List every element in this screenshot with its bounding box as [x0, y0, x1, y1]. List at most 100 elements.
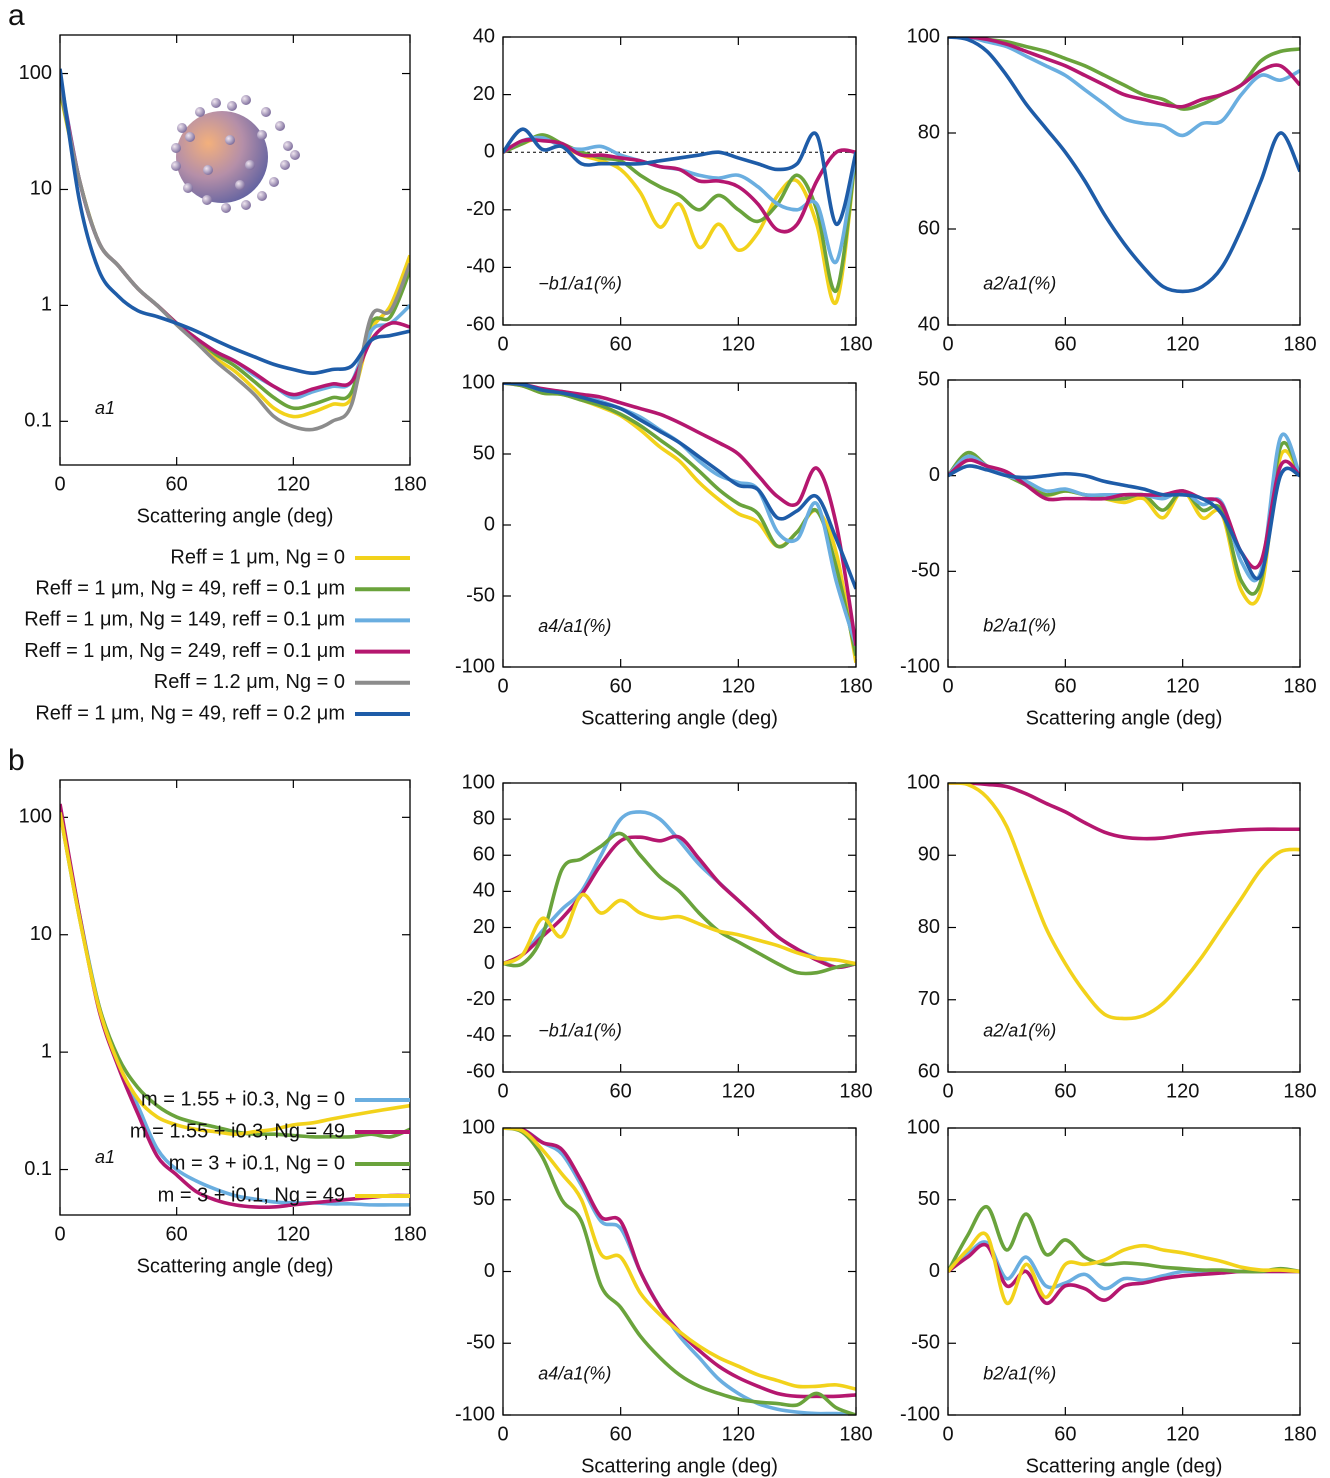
x-axis-label: Scattering angle (deg) [1026, 1455, 1223, 1477]
panel-annotation: b2/a1(%) [983, 616, 1056, 636]
series-line [948, 37, 1300, 138]
panel-letter: a [8, 0, 25, 32]
x-tick-label: 60 [610, 1423, 632, 1445]
x-tick-label: 180 [839, 1423, 872, 1445]
sphere-inset [171, 95, 300, 213]
y-tick-label: 50 [473, 442, 495, 464]
y-tick-label: 40 [473, 880, 495, 902]
y-tick-label: 0.1 [24, 410, 52, 432]
x-tick-label: 60 [1054, 1080, 1076, 1102]
x-tick-label: 60 [1054, 333, 1076, 355]
plot-frame [502, 36, 857, 326]
y-tick-label: 80 [918, 121, 940, 143]
x-tick-label: 120 [722, 1423, 755, 1445]
x-axis-label: Scattering angle (deg) [1026, 707, 1223, 729]
y-tick-label: 100 [462, 1116, 495, 1138]
series-line [948, 37, 1300, 109]
plot-frame [502, 1127, 857, 1416]
legend-label: m = 3 + i0.1, Ng = 49 [158, 1184, 345, 1206]
y-tick-label: 0 [484, 952, 495, 974]
y-tick-label: -60 [466, 313, 495, 335]
y-tick-label: 40 [473, 25, 495, 47]
plot-frame [947, 36, 1301, 326]
y-tick-label: 90 [918, 844, 940, 866]
x-tick-label: 60 [1054, 675, 1076, 697]
y-tick-label: 100 [19, 806, 52, 828]
x-tick-label: 120 [1166, 1423, 1199, 1445]
x-tick-label: 180 [393, 473, 426, 495]
y-tick-label: 20 [473, 916, 495, 938]
y-tick-label: -50 [911, 1332, 940, 1354]
y-tick-label: 60 [918, 1060, 940, 1082]
legend-label: Reff = 1 μm, Ng = 49, reff = 0.2 μm [35, 702, 345, 724]
y-tick-label: 50 [473, 1188, 495, 1210]
series-line [503, 1128, 856, 1415]
y-tick-label: 50 [918, 368, 940, 390]
series-line [503, 1128, 856, 1415]
plot-frame [59, 779, 411, 1216]
y-tick-label: -40 [466, 256, 495, 278]
x-tick-label: 60 [610, 1080, 632, 1102]
plot-frame [502, 382, 857, 668]
y-tick-label: 100 [907, 771, 940, 793]
x-tick-label: 120 [277, 1223, 310, 1245]
panel-annotation: −b1/a1(%) [538, 273, 622, 293]
series-line [948, 1231, 1300, 1305]
y-tick-label: 60 [473, 844, 495, 866]
y-tick-label: -20 [466, 198, 495, 220]
series-line [948, 37, 1300, 111]
legend-label: Reff = 1 μm, Ng = 249, reff = 0.1 μm [24, 640, 345, 662]
y-tick-label: -60 [466, 1060, 495, 1082]
y-tick-label: 100 [907, 25, 940, 47]
y-tick-label: 1 [41, 1040, 52, 1062]
y-tick-label: 0 [929, 1260, 940, 1282]
y-tick-label: 0 [484, 513, 495, 535]
y-tick-label: 100 [462, 371, 495, 393]
y-tick-label: 100 [19, 62, 52, 84]
x-tick-label: 60 [1054, 1423, 1076, 1445]
x-tick-label: 120 [1166, 1080, 1199, 1102]
series-line [948, 37, 1300, 294]
y-tick-label: -100 [900, 655, 940, 677]
series-line [60, 68, 410, 376]
panel-annotation: a1 [95, 1147, 115, 1167]
x-tick-label: 0 [497, 1423, 508, 1445]
legend-label: m = 1.55 + i0.3, Ng = 0 [141, 1088, 345, 1110]
y-tick-label: 10 [30, 178, 52, 200]
x-axis-label: Scattering angle (deg) [137, 1255, 334, 1277]
x-tick-label: 0 [942, 675, 953, 697]
panel-annotation: a2/a1(%) [983, 1020, 1056, 1040]
y-tick-label: 60 [918, 217, 940, 239]
y-tick-label: -50 [466, 584, 495, 606]
x-tick-label: 0 [497, 333, 508, 355]
legend-label: Reff = 1 μm, Ng = 149, reff = 0.1 μm [24, 609, 345, 631]
x-tick-label: 0 [497, 675, 508, 697]
series-line [948, 783, 1300, 1021]
x-tick-label: 60 [610, 675, 632, 697]
plot-frame [947, 1127, 1301, 1416]
y-tick-label: 0 [484, 1260, 495, 1282]
series-line [60, 812, 410, 1136]
x-tick-label: 60 [166, 1223, 188, 1245]
x-tick-label: 180 [839, 675, 872, 697]
x-axis-label: Scattering angle (deg) [137, 505, 334, 527]
plot-frame [947, 782, 1301, 1073]
x-tick-label: 180 [1283, 675, 1316, 697]
y-tick-label: -20 [466, 988, 495, 1010]
y-tick-label: -100 [455, 1403, 495, 1425]
y-tick-label: 100 [907, 1116, 940, 1138]
panel-annotation: b2/a1(%) [983, 1364, 1056, 1384]
legend-label: Reff = 1 μm, Ng = 49, reff = 0.1 μm [35, 577, 345, 599]
x-tick-label: 0 [942, 333, 953, 355]
y-tick-label: 80 [473, 807, 495, 829]
series-line [503, 127, 856, 227]
x-axis-label: Scattering angle (deg) [581, 707, 778, 729]
x-tick-label: 180 [1283, 1080, 1316, 1102]
series-line [503, 383, 856, 646]
legend-label: Reff = 1.2 μm, Ng = 0 [154, 671, 345, 693]
x-tick-label: 120 [722, 675, 755, 697]
y-tick-label: 1 [41, 294, 52, 316]
y-tick-label: 0.1 [24, 1158, 52, 1180]
series-line [60, 807, 410, 1207]
